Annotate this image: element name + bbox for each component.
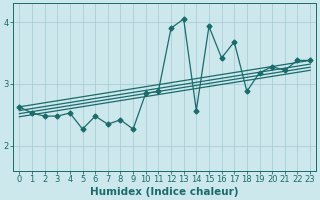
X-axis label: Humidex (Indice chaleur): Humidex (Indice chaleur) bbox=[91, 187, 239, 197]
